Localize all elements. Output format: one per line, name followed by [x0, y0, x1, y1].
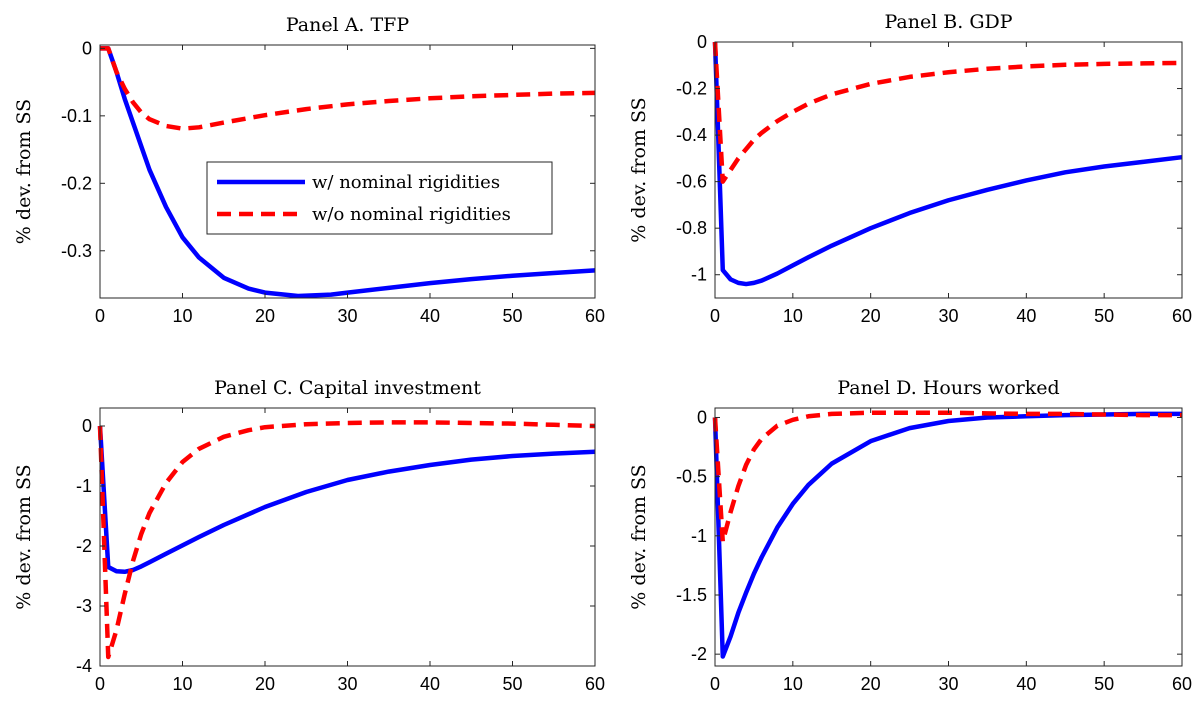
panel-a-line-without-rigidities — [100, 46, 596, 131]
panel-a-ytick-label: -0.3 — [61, 241, 92, 261]
panel-d-xtick-label: 0 — [710, 674, 720, 694]
panel-c-xtick-label: 0 — [95, 674, 105, 694]
panel-d-title: Panel D. Hours worked — [837, 377, 1059, 399]
panel-b-xtick-label: 40 — [1016, 306, 1036, 326]
panel-d-line-with-rigidities — [712, 411, 1182, 659]
legend: w/ nominal rigidities w/o nominal rigidit… — [206, 161, 553, 235]
panel-c-xtick-label: 20 — [255, 674, 275, 694]
panel-a-ytick-label: -0.2 — [61, 173, 92, 193]
panel-b-axes — [714, 41, 1183, 299]
panel-c-xtick-label: 60 — [585, 674, 605, 694]
panel-a-xtick-label: 40 — [420, 306, 440, 326]
panel-c-xtick-label: 10 — [172, 674, 192, 694]
panel-d-xtick-label: 10 — [783, 674, 803, 694]
panel-a-line-with-rigidities — [100, 46, 596, 299]
panel-c-ytick-label: -1 — [76, 476, 92, 496]
panel-a-title: Panel A. TFP — [286, 14, 410, 36]
panel-a-xtick-label: 60 — [585, 306, 605, 326]
panel-b-xtick-label: 60 — [1172, 306, 1192, 326]
panel-d-ytick-label: -0.5 — [676, 467, 707, 487]
panel-d-xtick-label: 30 — [938, 674, 958, 694]
panel-c-ytick-label: -2 — [76, 536, 92, 556]
panel-c-xtick-label: 50 — [502, 674, 522, 694]
panel-b-xtick-label: 30 — [938, 306, 958, 326]
panel-b-ytick-label: -1 — [691, 265, 707, 285]
panel-c-ytick-label: -4 — [76, 656, 92, 676]
panel-a-xtick-label: 30 — [337, 306, 357, 326]
panel-b-ytick-label: -0.8 — [676, 218, 707, 238]
panel-c-line-without-rigidities — [97, 420, 596, 660]
panel-a-ytick-label: 0 — [82, 38, 92, 58]
panel-d-line-without-rigidities — [712, 410, 1182, 544]
panel-c-line-with-rigidities — [97, 425, 596, 575]
panel-b-xtick-label: 0 — [710, 306, 720, 326]
panel-a-xtick-label: 20 — [255, 306, 275, 326]
panel-a-ytick-label: -0.1 — [61, 106, 92, 126]
panel-a-ylabel: % dev. from SS — [13, 99, 35, 244]
panel-b-xtick-label: 50 — [1094, 306, 1114, 326]
panel-d-ytick-label: 0 — [697, 407, 707, 427]
panel-b-line-with-rigidities — [712, 41, 1183, 287]
panel-b-xtick-label: 20 — [861, 306, 881, 326]
panel-b: Panel B. GDP % dev. from SS 0 10 20 30 40 50 60 0… — [628, 11, 1192, 326]
legend-box — [206, 161, 553, 235]
panel-d-xtick-label: 60 — [1172, 674, 1192, 694]
legend-label-with-rigidities: w/ nominal rigidities — [312, 172, 500, 193]
panel-d-ytick-label: -1.5 — [676, 585, 707, 605]
panel-c-ylabel: % dev. from SS — [13, 464, 35, 609]
panel-b-ylabel: % dev. from SS — [628, 97, 650, 242]
panel-a: Panel A. TFP % dev. from SS 0 10 20 30 40 50 60 0… — [13, 14, 605, 326]
panel-d-ylabel: % dev. from SS — [628, 464, 650, 609]
panel-b-line-without-rigidities — [712, 41, 1183, 184]
panel-d-ytick-label: -1 — [691, 526, 707, 546]
panel-c-title: Panel C. Capital investment — [214, 377, 481, 399]
panel-c-ytick-label: -3 — [76, 596, 92, 616]
panel-b-xtick-label: 10 — [783, 306, 803, 326]
panel-d-xtick-label: 20 — [861, 674, 881, 694]
panel-c-xtick-label: 40 — [420, 674, 440, 694]
panel-a-xtick-label: 10 — [172, 306, 192, 326]
panel-c: Panel C. Capital investment % dev. from S… — [13, 377, 605, 694]
panel-d: Panel D. Hours worked % dev. from SS 0 10 20… — [628, 377, 1192, 694]
legend-label-without-rigidities: w/o nominal rigidities — [312, 204, 511, 225]
panel-d-xtick-label: 50 — [1094, 674, 1114, 694]
panel-b-ytick-label: -0.4 — [676, 125, 707, 145]
panel-c-xtick-label: 30 — [337, 674, 357, 694]
panel-d-xtick-label: 40 — [1016, 674, 1036, 694]
panel-a-xtick-label: 0 — [95, 306, 105, 326]
panel-c-ytick-label: 0 — [82, 416, 92, 436]
panel-d-axes — [714, 407, 1183, 667]
panel-c-axes — [99, 407, 596, 667]
panel-b-title: Panel B. GDP — [884, 11, 1012, 33]
panel-d-ytick-label: -2 — [691, 644, 707, 664]
panel-b-ytick-label: 0 — [697, 32, 707, 52]
panel-b-ytick-label: -0.2 — [676, 79, 707, 99]
panel-a-xtick-label: 50 — [502, 306, 522, 326]
panel-b-ytick-label: -0.6 — [676, 172, 707, 192]
